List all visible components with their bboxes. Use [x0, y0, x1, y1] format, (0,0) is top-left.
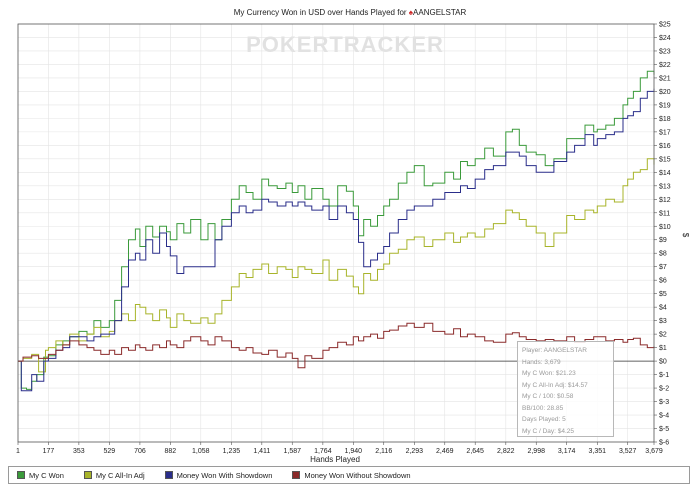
tooltip-won: My C Won: $21.23	[522, 370, 576, 377]
tooltip-player: Player: AANGELSTAR	[522, 347, 587, 354]
x-tick-label: 3,527	[619, 448, 637, 455]
x-tick-label: 2,116	[375, 448, 392, 455]
x-tick-label: 1	[16, 448, 20, 455]
spade-icon: ♠	[409, 8, 414, 17]
y-tick-label: $21	[659, 75, 671, 82]
grid	[17, 23, 655, 443]
x-tick-label: 1,940	[345, 448, 363, 455]
y-tick-label: $14	[659, 170, 671, 177]
x-tick-label: 2,998	[527, 448, 545, 455]
y-tick-label: $8	[659, 251, 667, 258]
legend-item-won[interactable]: My C Won	[17, 471, 64, 480]
y-tick-label: $9	[659, 237, 667, 244]
x-tick-label: 2,822	[497, 448, 515, 455]
y-tick-label: $1	[659, 345, 667, 352]
y-tick-label: $4	[659, 305, 667, 312]
y-tick-label: $11	[659, 210, 670, 217]
series-my-c-won-line	[18, 70, 655, 390]
x-tick-label: 882	[164, 448, 176, 455]
y-tick-label: $13	[659, 183, 671, 190]
tooltip-days: Days Played: 5	[522, 416, 566, 423]
stats-tooltip: Player: AANGELSTAR Hands: 3,679 My C Won…	[517, 341, 614, 437]
y-tick-label: $16	[659, 143, 671, 150]
y-tick-label: $22	[659, 62, 671, 69]
y-tick-label: $5	[659, 291, 667, 298]
x-tick-label: 2,293	[406, 448, 424, 455]
tooltip-per100: My C / 100: $0.58	[522, 393, 574, 400]
y-tick-label: $17	[659, 129, 671, 136]
y-tick-label: $2	[659, 332, 667, 339]
legend-swatch	[292, 471, 301, 479]
x-tick-label: 2,469	[436, 448, 454, 455]
y-tick-label: $-6	[659, 440, 669, 447]
legend-swatch	[17, 471, 25, 479]
y-tick-label: $10	[659, 224, 671, 231]
x-tick-label: 706	[134, 448, 146, 455]
plot-border	[17, 23, 655, 443]
tooltip-allin: My C All-In Adj: $14.57	[522, 381, 588, 389]
x-tick-label: 353	[73, 448, 85, 455]
y-tick-label: $-3	[659, 399, 669, 406]
y-tick-label: $18	[659, 116, 671, 123]
watermark: POKERTRACKER	[246, 32, 444, 57]
series-showdown-line	[18, 88, 655, 392]
y-tick-label: $12	[659, 197, 671, 204]
y-tick-label: $19	[659, 102, 671, 109]
x-tick-label: 1,587	[283, 448, 301, 455]
legend-item-allin[interactable]: My C All-In Adj	[83, 470, 145, 480]
y-axis-label: $	[681, 233, 690, 238]
legend-label: My C All-In Adj	[95, 470, 145, 480]
series-layer	[18, 70, 655, 392]
y-tick-label: $23	[659, 48, 671, 55]
y-tick-label: $-5	[659, 426, 669, 433]
tooltip-hands: Hands: 3,679	[522, 358, 561, 366]
legend: My C Won My C All-In Adj Money Won With …	[8, 466, 690, 484]
legend-label: Money Won With Showdown	[176, 470, 273, 480]
y-tick-label: $15	[659, 156, 671, 163]
x-tick-label: 177	[43, 448, 55, 455]
x-tick-label: 529	[103, 448, 115, 455]
legend-label: My C Won	[29, 470, 64, 480]
legend-swatch	[164, 471, 173, 479]
chart-title: My Currency Won in USD over Hands Played…	[234, 8, 467, 17]
y-tick-label: $24	[659, 35, 671, 42]
tooltip-perday: My C / Day: $4.25	[522, 427, 575, 435]
x-tick-label: 1,764	[314, 448, 332, 455]
tooltip-bb100: BB/100: 28.85	[522, 404, 564, 412]
legend-label: Money Won Without Showdown	[304, 470, 411, 480]
y-tick-label: $6	[659, 278, 667, 285]
y-tick-label: $-1	[659, 372, 669, 379]
x-tick-label: 1,411	[253, 448, 270, 455]
x-tick-label: 1,235	[223, 448, 241, 455]
y-tick-label: $7	[659, 264, 667, 271]
legend-swatch	[83, 471, 92, 479]
legend-item-no-showdown[interactable]: Money Won Without Showdown	[292, 470, 411, 480]
y-tick-label: $-2	[659, 386, 669, 393]
y-tick-label: $0	[659, 359, 667, 366]
x-tick-label: 3,174	[558, 448, 576, 455]
x-tick-label: 3,679	[645, 448, 663, 455]
x-axis: 1 177 353 529 706 882 1,058 1,235 1,411 1,587 1,76…	[16, 442, 663, 455]
y-axis: $25 $24 $23 $22 $21 $20 $19 $18 $17 $16 $15 $14 $13 $…	[654, 22, 671, 447]
x-tick-label: 2,645	[466, 448, 484, 455]
y-tick-label: $20	[659, 89, 671, 96]
x-tick-label: 3,351	[589, 448, 607, 455]
y-tick-label: $-4	[659, 413, 669, 420]
y-tick-label: $25	[659, 22, 671, 29]
y-tick-label: $3	[659, 318, 667, 325]
series-no-showdown-line	[18, 322, 655, 369]
series-all-in-adj-line	[18, 158, 655, 373]
legend-item-showdown[interactable]: Money Won With Showdown	[164, 470, 273, 480]
x-tick-label: 1,058	[192, 448, 210, 455]
x-axis-label: Hands Played	[310, 455, 360, 464]
